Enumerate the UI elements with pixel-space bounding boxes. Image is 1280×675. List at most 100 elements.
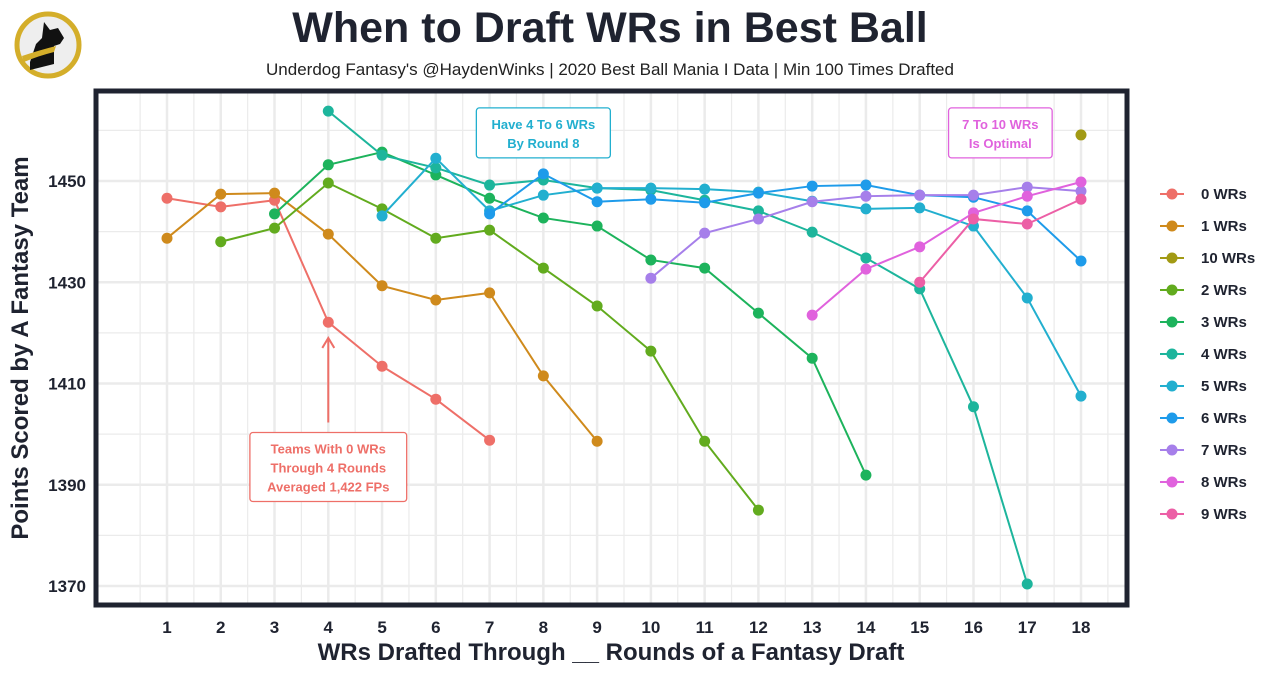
x-tick-label: 17 — [1018, 618, 1037, 637]
data-point — [1021, 292, 1033, 304]
data-point — [537, 262, 549, 274]
data-point — [430, 294, 442, 306]
annotation-text: 7 To 10 WRs — [962, 117, 1038, 132]
arrowhead-icon — [321, 335, 336, 349]
data-point — [484, 287, 496, 299]
series-6-wrs — [484, 168, 1087, 267]
grid — [98, 93, 1125, 603]
annotation: 7 To 10 WRs Is Optimal — [947, 107, 1053, 159]
data-point — [914, 202, 926, 214]
x-tick-label: 8 — [539, 618, 548, 637]
chart-title: When to Draft WRs in Best Ball — [292, 4, 927, 52]
data-point — [1075, 176, 1087, 188]
x-tick-label: 12 — [749, 618, 768, 637]
data-point — [322, 105, 334, 117]
data-point — [484, 208, 496, 220]
x-tick-label: 4 — [324, 618, 334, 637]
x-tick-label: 11 — [696, 618, 714, 637]
legend-item: 0 WRs — [1160, 186, 1247, 203]
data-point — [591, 220, 603, 232]
data-point — [645, 193, 657, 205]
data-point — [645, 272, 657, 284]
data-point — [1075, 185, 1087, 197]
data-point — [860, 252, 872, 264]
data-point — [914, 241, 926, 253]
legend-marker — [1166, 316, 1178, 328]
annotation: Teams With 0 WRs Through 4 Rounds Averaged… — [249, 335, 408, 503]
x-tick-label: 2 — [216, 618, 225, 637]
data-point — [484, 179, 496, 191]
data-point — [1021, 578, 1033, 590]
series-line — [488, 172, 1082, 262]
data-point — [699, 262, 711, 274]
data-point — [215, 236, 227, 248]
x-tick-label: 18 — [1072, 618, 1091, 637]
data-point — [914, 276, 926, 288]
plot-background — [98, 93, 1125, 603]
legend-item: 4 WRs — [1160, 346, 1247, 363]
data-point — [752, 205, 764, 217]
data-point — [967, 213, 979, 225]
annotation-text: Is Optimal — [969, 136, 1032, 151]
series-3-wrs — [269, 146, 872, 481]
legend-marker — [1166, 252, 1178, 264]
annotation: Have 4 To 6 WRs By Round 8 — [475, 107, 612, 159]
x-tick-label: 10 — [641, 618, 660, 637]
data-point — [215, 188, 227, 200]
series-10-wrs — [1075, 129, 1087, 141]
x-tick-label: 9 — [592, 618, 601, 637]
legend-item: 7 WRs — [1160, 442, 1247, 459]
data-point — [430, 232, 442, 244]
annotation-box — [947, 107, 1053, 159]
legend-label: 3 WRs — [1201, 314, 1247, 331]
data-point — [537, 370, 549, 382]
data-point — [752, 187, 764, 199]
data-point — [860, 469, 872, 481]
annotation-text: Averaged 1,422 FPs — [267, 480, 389, 495]
legend-marker — [1166, 380, 1178, 392]
legend-item: 1 WRs — [1160, 218, 1247, 235]
annotation-text: Have 4 To 6 WRs — [491, 117, 595, 132]
legend-label: 10 WRs — [1201, 250, 1255, 267]
series-7-wrs — [645, 181, 1087, 284]
legend-item: 3 WRs — [1160, 314, 1247, 331]
legend-marker — [1166, 284, 1178, 296]
y-tick-label: 1410 — [48, 375, 86, 394]
data-point — [699, 197, 711, 209]
x-tick-label: 3 — [270, 618, 279, 637]
data-point — [484, 224, 496, 236]
data-point — [1075, 255, 1087, 267]
legend-item: 10 WRs — [1160, 250, 1255, 267]
data-point — [967, 189, 979, 201]
legend-item: 2 WRs — [1160, 282, 1247, 299]
legend-marker — [1166, 220, 1178, 232]
annotation-text: Teams With 0 WRs — [271, 442, 386, 457]
series-2-wrs — [215, 177, 764, 516]
data-point — [1021, 205, 1033, 217]
axis-ticks: 1 2 3 4 5 6 7 8 9 10 11 12 13 14 15 16 17 181370139014101… — [48, 172, 1090, 637]
data-point — [860, 203, 872, 215]
data-point — [645, 345, 657, 357]
data-point — [806, 196, 818, 208]
y-axis-label: Points Scored by A Fantasy Team — [7, 156, 34, 539]
data-point — [645, 254, 657, 266]
legend-label: 5 WRs — [1201, 378, 1247, 395]
data-point — [430, 393, 442, 405]
legend-marker — [1166, 412, 1178, 424]
data-point — [322, 159, 334, 171]
y-tick-label: 1370 — [48, 577, 86, 596]
data-point — [376, 210, 388, 222]
y-tick-label: 1430 — [48, 273, 86, 292]
series-line — [327, 110, 1029, 585]
data-point — [699, 227, 711, 239]
data-point — [591, 300, 603, 312]
data-point — [752, 504, 764, 516]
annotations: Have 4 To 6 WRs By Round 8 7 To 10 WRs Is O… — [249, 107, 1053, 503]
data-point — [860, 263, 872, 275]
x-tick-label: 5 — [377, 618, 386, 637]
data-point — [430, 162, 442, 174]
data-point — [1075, 129, 1087, 141]
series-9-wrs — [914, 193, 1087, 288]
legend-label: 0 WRs — [1201, 186, 1247, 203]
